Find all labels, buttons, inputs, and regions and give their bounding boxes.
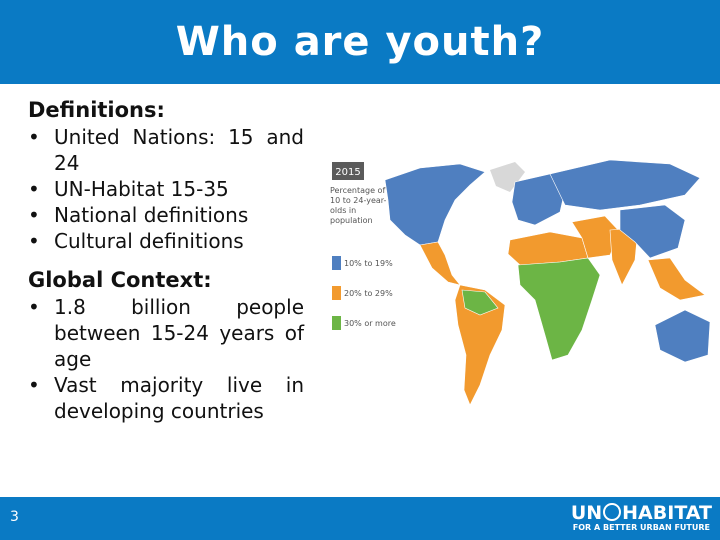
bullet: •: [28, 203, 40, 227]
bullet: •: [28, 177, 40, 201]
bullet-item: • UN-Habitat 15-35: [28, 176, 304, 202]
bullet-text: Cultural definitions: [54, 229, 244, 253]
bullet-text: 1.8 billion people between 15-24 years o…: [54, 295, 304, 371]
map-year: 2015: [335, 167, 360, 178]
east-asia: [619, 204, 686, 259]
bullet-text: National definitions: [54, 203, 249, 227]
header: Who are youth?: [0, 0, 720, 84]
bullet: •: [28, 295, 40, 319]
logo-right: HABITAT: [622, 502, 712, 524]
central-america: [419, 241, 461, 286]
map-legend: 10% to 19% 20% to 29% 30% or more: [332, 256, 396, 330]
bullet-text: Vast majority live in developing countri…: [54, 373, 304, 423]
bullet: •: [28, 229, 40, 253]
map-caption: Percentage of 10 to 24-year-olds in popu…: [330, 186, 387, 225]
south-america: [454, 284, 506, 406]
bullet-item: • Vast majority live in developing countr…: [28, 372, 304, 424]
africa: [517, 257, 601, 361]
world-map: 2015 Percentage of 10 to 24-year-olds in…: [330, 159, 711, 406]
south-america-north: [461, 289, 499, 316]
bullet: •: [28, 125, 40, 149]
footer: 3 UN HABITAT FOR A BETTER URBAN FUTURE: [0, 497, 720, 540]
legend-swatch: [332, 316, 341, 330]
southeast-asia: [647, 257, 706, 301]
title: Who are youth?: [175, 19, 545, 65]
bullet-list: • United Nations: 15 and 24 • UN-Habitat 15…: [28, 124, 304, 254]
section: Definitions: • United Nations: 15 and 24 • U…: [28, 98, 304, 254]
legend-swatch: [332, 256, 341, 270]
tagline: FOR A BETTER URBAN FUTURE: [572, 523, 711, 532]
australia: [654, 309, 711, 363]
section-heading: Global Context:: [28, 268, 212, 292]
year-box: [332, 162, 364, 180]
greenland: [490, 162, 525, 192]
legend-label: 20% to 29%: [344, 289, 393, 298]
bullet-item: • United Nations: 15 and 24: [28, 124, 304, 176]
logo-globe: [603, 503, 622, 521]
content: Definitions: • United Nations: 15 and 24 • U…: [28, 98, 304, 438]
logo-left: UN: [570, 502, 603, 524]
section: Global Context: • 1.8 billion people betwe…: [28, 268, 304, 424]
russia: [549, 159, 701, 211]
bullet-text: UN-Habitat 15-35: [54, 177, 229, 201]
logo: UN HABITAT FOR A BETTER URBAN FUTURE: [571, 503, 712, 532]
caption-box: Percentage of 10 to 24-year-olds in popu…: [330, 186, 387, 225]
bullet-list: • 1.8 billion people between 15-24 years …: [28, 294, 304, 424]
bullet-item: • National definitions: [28, 202, 304, 228]
bullet-text: United Nations: 15 and 24: [54, 125, 304, 175]
bullet-item: • 1.8 billion people between 15-24 years …: [28, 294, 304, 372]
legend-swatch: [332, 286, 341, 300]
middle-east: [571, 215, 621, 259]
legend-label: 30% or more: [344, 319, 396, 328]
north-america: [384, 163, 486, 246]
bullet: •: [28, 373, 40, 397]
legend-label: 10% to 19%: [344, 259, 393, 268]
page-number: 3: [10, 509, 19, 525]
continents: [384, 159, 711, 406]
section-heading: Definitions:: [28, 98, 165, 122]
bullet-item: • Cultural definitions: [28, 228, 304, 254]
